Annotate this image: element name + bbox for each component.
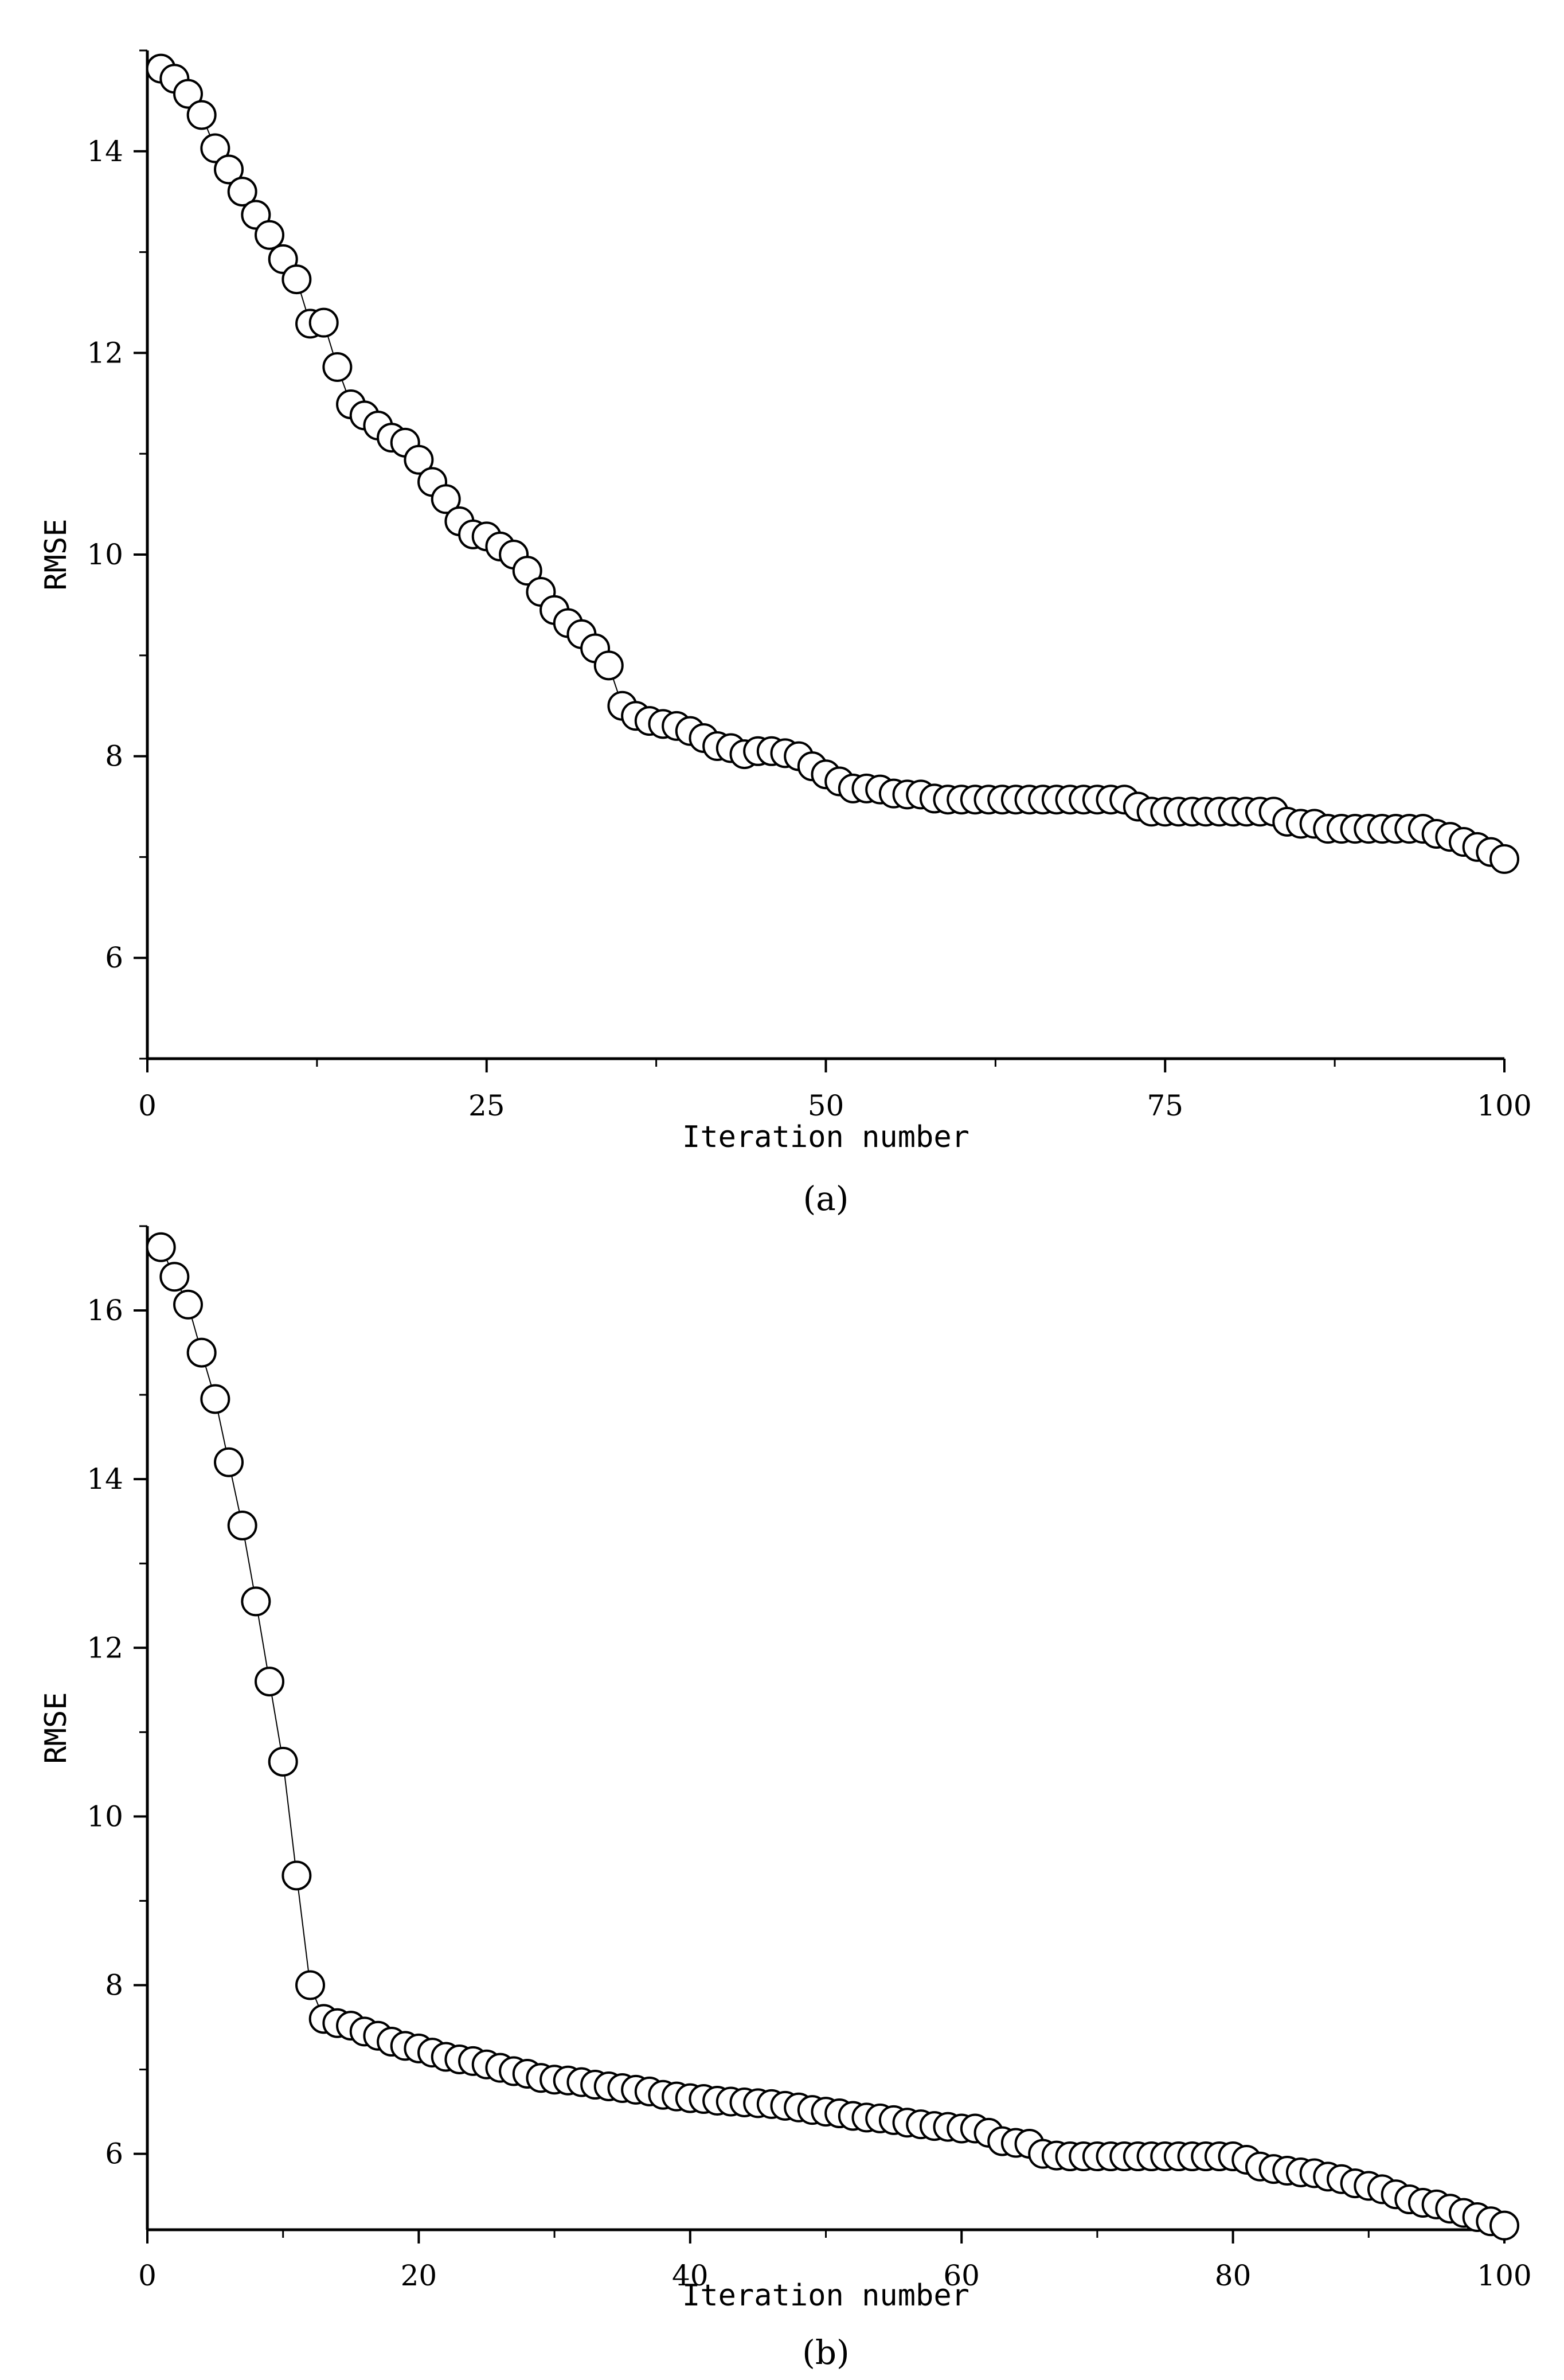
- x-tick-label: 75: [1147, 1089, 1183, 1122]
- x-tick-label: 25: [468, 1089, 505, 1122]
- data-point: [214, 154, 244, 185]
- y-axis-label: RMSE: [39, 518, 73, 590]
- data-point: [173, 79, 204, 109]
- data-point: [186, 100, 217, 130]
- chart-panel-a: 6 8 10 12 14 0 25 50 75 100 Iteration number RMSE (a…: [39, 49, 1532, 1218]
- data-point: [159, 1262, 190, 1292]
- x-tick-label: 20: [401, 2259, 437, 2292]
- data-point: [1489, 2210, 1519, 2241]
- series-line: [160, 1247, 1505, 2226]
- data-point: [268, 1746, 298, 1777]
- y-tick-label: 8: [105, 740, 123, 773]
- data-point: [255, 1667, 285, 1697]
- y-tick-label: 16: [87, 1294, 123, 1327]
- panel-caption: (a): [803, 1179, 849, 1218]
- data-point: [431, 484, 461, 514]
- y-tick-label: 10: [87, 538, 123, 571]
- x-tick-label: 100: [1477, 1089, 1531, 1122]
- y-tick-label: 14: [87, 135, 123, 168]
- y-tick-label: 12: [87, 1631, 123, 1664]
- data-point: [214, 1447, 244, 1477]
- series-line: [161, 68, 1505, 860]
- y-tick-label: 12: [87, 336, 123, 369]
- data-point: [227, 177, 257, 207]
- data-point: [200, 1384, 230, 1414]
- data-point: [146, 1232, 176, 1262]
- y-tick-label: 14: [87, 1462, 123, 1496]
- y-tick-label: 6: [105, 2137, 123, 2171]
- y-tick-label: 8: [105, 1969, 123, 2002]
- y-tick-label: 6: [105, 941, 123, 974]
- data-point: [322, 352, 353, 383]
- x-tick-label: 0: [138, 2259, 157, 2292]
- x-axis-label: Iteration number: [682, 1120, 969, 1154]
- y-axis-label: RMSE: [39, 1692, 73, 1763]
- data-point: [200, 133, 230, 163]
- data-point: [227, 1511, 257, 1541]
- data-point: [308, 307, 339, 338]
- x-tick-label: 60: [943, 2259, 980, 2292]
- x-tick-label: 0: [138, 1089, 157, 1122]
- x-tick-label: 50: [808, 1089, 844, 1122]
- x-tick-label: 40: [672, 2259, 709, 2292]
- data-point: [404, 444, 434, 475]
- x-tick-label: 80: [1215, 2259, 1252, 2292]
- data-point: [186, 1337, 217, 1368]
- x-tick-label: 100: [1477, 2259, 1531, 2292]
- chart-panel-b: 6 8 10 12 14 16 0 20 40 60 80 100 Iteration number RM…: [39, 1225, 1532, 2372]
- data-point: [593, 650, 624, 681]
- data-point: [281, 264, 312, 295]
- data-point: [241, 1586, 271, 1617]
- data-point: [512, 556, 542, 586]
- data-point: [281, 1860, 312, 1891]
- x-axis-label: Iteration number: [682, 2278, 969, 2313]
- data-point: [1489, 844, 1519, 874]
- panel-caption: (b): [802, 2333, 849, 2372]
- data-point: [173, 1289, 204, 1320]
- data-point: [295, 1970, 326, 2000]
- y-tick-label: 10: [87, 1800, 123, 1833]
- data-point: [255, 220, 285, 250]
